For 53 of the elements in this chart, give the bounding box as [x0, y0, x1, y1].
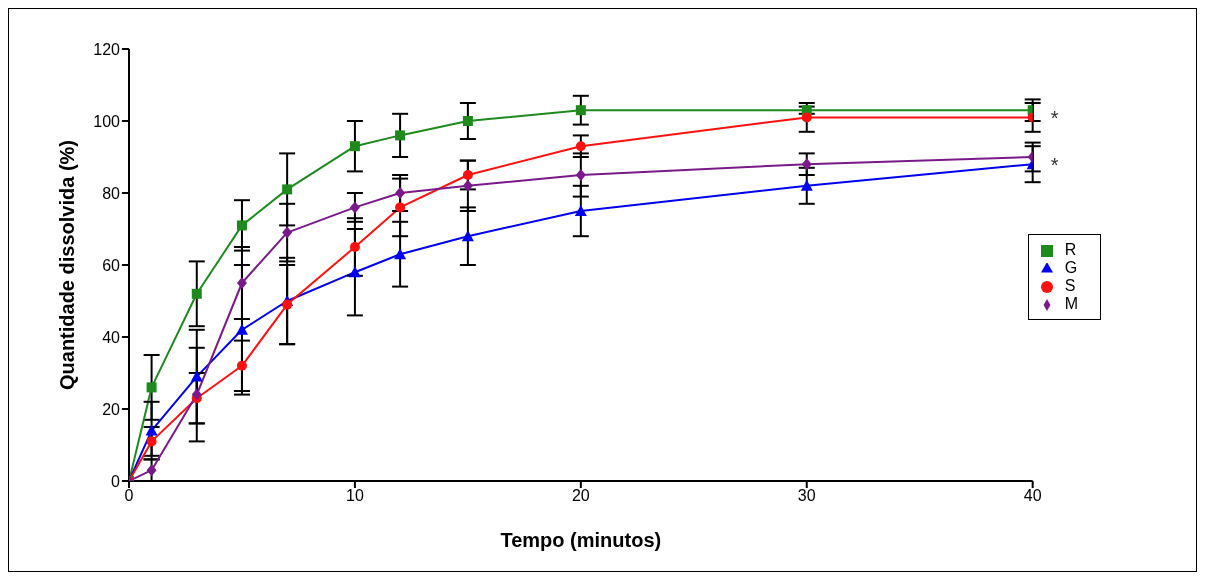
point — [394, 248, 407, 260]
point — [236, 360, 247, 371]
point — [145, 424, 158, 436]
legend-label: R — [1064, 241, 1077, 258]
point — [395, 202, 406, 213]
point — [575, 141, 586, 152]
point — [146, 464, 157, 477]
point — [462, 170, 473, 180]
point — [575, 105, 586, 116]
point — [348, 266, 361, 278]
point — [236, 277, 247, 289]
point — [801, 112, 812, 123]
point — [236, 220, 247, 231]
point — [235, 323, 248, 335]
point — [282, 226, 293, 239]
x-tick-label: 30 — [797, 487, 816, 505]
y-tick-label: 60 — [102, 256, 121, 274]
legend-label: G — [1064, 259, 1078, 276]
y-axis-title: Quantidade dissolvida (%) — [56, 139, 79, 391]
point — [801, 158, 812, 171]
point — [462, 179, 473, 192]
point — [191, 288, 202, 299]
y-tick-label: 100 — [93, 112, 121, 130]
legend-label: M — [1064, 295, 1078, 312]
y-tick-label: 20 — [102, 400, 121, 418]
x-axis-title: Tempo (minutos) — [500, 529, 662, 552]
x-tick-label: 10 — [346, 487, 364, 505]
x-tick-label: 40 — [1023, 487, 1042, 505]
legend-label: S — [1064, 277, 1076, 294]
point — [349, 201, 360, 214]
point — [461, 230, 474, 242]
point — [800, 179, 813, 191]
point — [146, 436, 157, 447]
point — [282, 299, 293, 310]
y-tick-label: 40 — [102, 328, 121, 346]
annotation: * — [1050, 107, 1059, 130]
point — [575, 169, 586, 181]
annotation: * — [1050, 154, 1059, 177]
point — [395, 187, 406, 199]
point — [191, 388, 202, 401]
point — [395, 130, 406, 141]
point — [349, 242, 360, 252]
point — [146, 382, 157, 393]
x-tick-label: 20 — [571, 487, 590, 505]
point — [282, 184, 293, 195]
point — [190, 370, 203, 382]
point — [574, 205, 587, 216]
point — [462, 116, 473, 126]
point — [349, 141, 360, 152]
y-tick-label: 0 — [111, 472, 121, 490]
y-tick-label: 80 — [102, 184, 121, 202]
x-tick-label: 0 — [124, 487, 134, 505]
y-tick-label: 120 — [93, 40, 121, 58]
